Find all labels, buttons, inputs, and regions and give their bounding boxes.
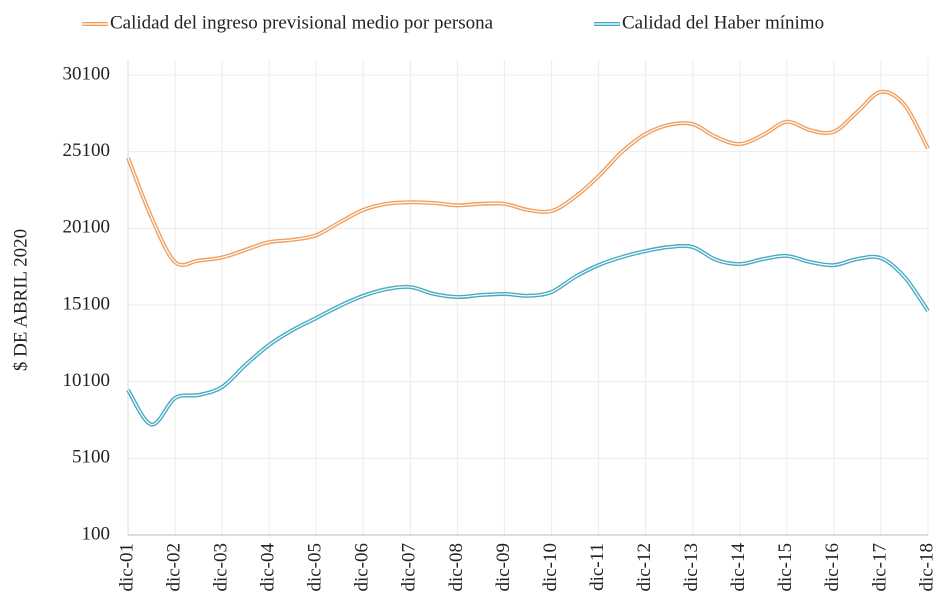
x-tick-label: dic-04 xyxy=(258,543,279,592)
x-tick-label: dic-11 xyxy=(587,543,608,591)
x-tick-label: dic-10 xyxy=(540,543,561,592)
x-tick-label: dic-01 xyxy=(116,543,137,592)
x-tick-label: dic-07 xyxy=(399,543,420,592)
legend-label: Calidad del ingreso previsional medio po… xyxy=(110,12,494,33)
series-line-highlight xyxy=(127,91,929,266)
series-line-highlight xyxy=(127,245,929,426)
x-tick-label: dic-09 xyxy=(493,543,514,592)
y-tick-label: 20100 xyxy=(63,217,111,238)
y-tick-label: 30100 xyxy=(63,63,111,84)
y-axis-label: $ DE ABRIL 2020 xyxy=(10,229,31,371)
x-tick-label: dic-12 xyxy=(634,543,655,592)
x-tick-label: dic-08 xyxy=(446,543,467,592)
x-tick-label: dic-05 xyxy=(305,543,326,592)
series-line xyxy=(126,89,930,267)
x-tick-label: dic-16 xyxy=(822,543,843,592)
x-tick-label: dic-18 xyxy=(916,543,937,592)
y-tick-label: 25100 xyxy=(63,140,111,161)
legend-label: Calidad del Haber mínimo xyxy=(622,12,824,33)
y-tick-label: 100 xyxy=(82,523,111,544)
series-line xyxy=(126,243,930,427)
y-tick-label: 10100 xyxy=(63,370,111,391)
x-tick-label: dic-02 xyxy=(163,543,184,592)
x-tick-label: dic-13 xyxy=(681,543,702,592)
y-tick-label: 5100 xyxy=(72,447,110,468)
x-tick-label: dic-15 xyxy=(775,543,796,592)
x-tick-label: dic-03 xyxy=(210,543,231,592)
y-tick-label: 15100 xyxy=(63,293,111,314)
x-tick-label: dic-17 xyxy=(869,543,890,592)
x-tick-label: dic-14 xyxy=(728,543,749,592)
x-tick-label: dic-06 xyxy=(352,543,373,592)
